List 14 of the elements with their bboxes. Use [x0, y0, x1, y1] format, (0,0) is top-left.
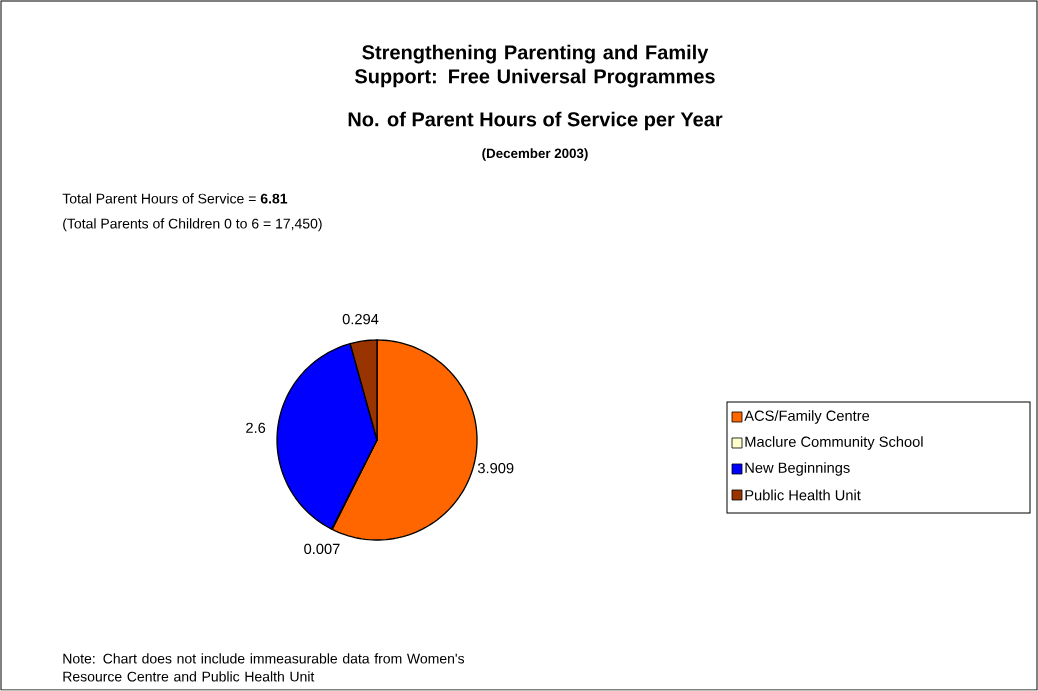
text: Total Parent Hours of Service = 6.81 — [62, 193, 288, 204]
data-label: 0.007 — [304, 543, 340, 555]
chart-subtitle: No. of Parent Hours of Service per Year — [348, 111, 723, 131]
data-label: 0.294 — [342, 313, 379, 325]
chart-title: Strengthening Parenting and Family Support: Free Universal Programmes — [354, 44, 715, 88]
legend-label: Maclure Community School — [745, 436, 923, 450]
legend-label: ACS/Family Centre — [744, 410, 870, 424]
legend-label: New Beginnings — [745, 462, 850, 476]
text: Note: Chart does not include immeasurable data from Women's Resource Centre and Public Health Unit — [63, 653, 465, 682]
legend-label: Public Health Unit — [745, 489, 861, 501]
text: (Total Parents of Children 0 to 6 = 17,450) — [63, 218, 322, 232]
data-label: 3.909 — [477, 462, 514, 474]
text: (December 2003) — [482, 148, 588, 161]
data-label: 2.6 — [246, 422, 266, 433]
